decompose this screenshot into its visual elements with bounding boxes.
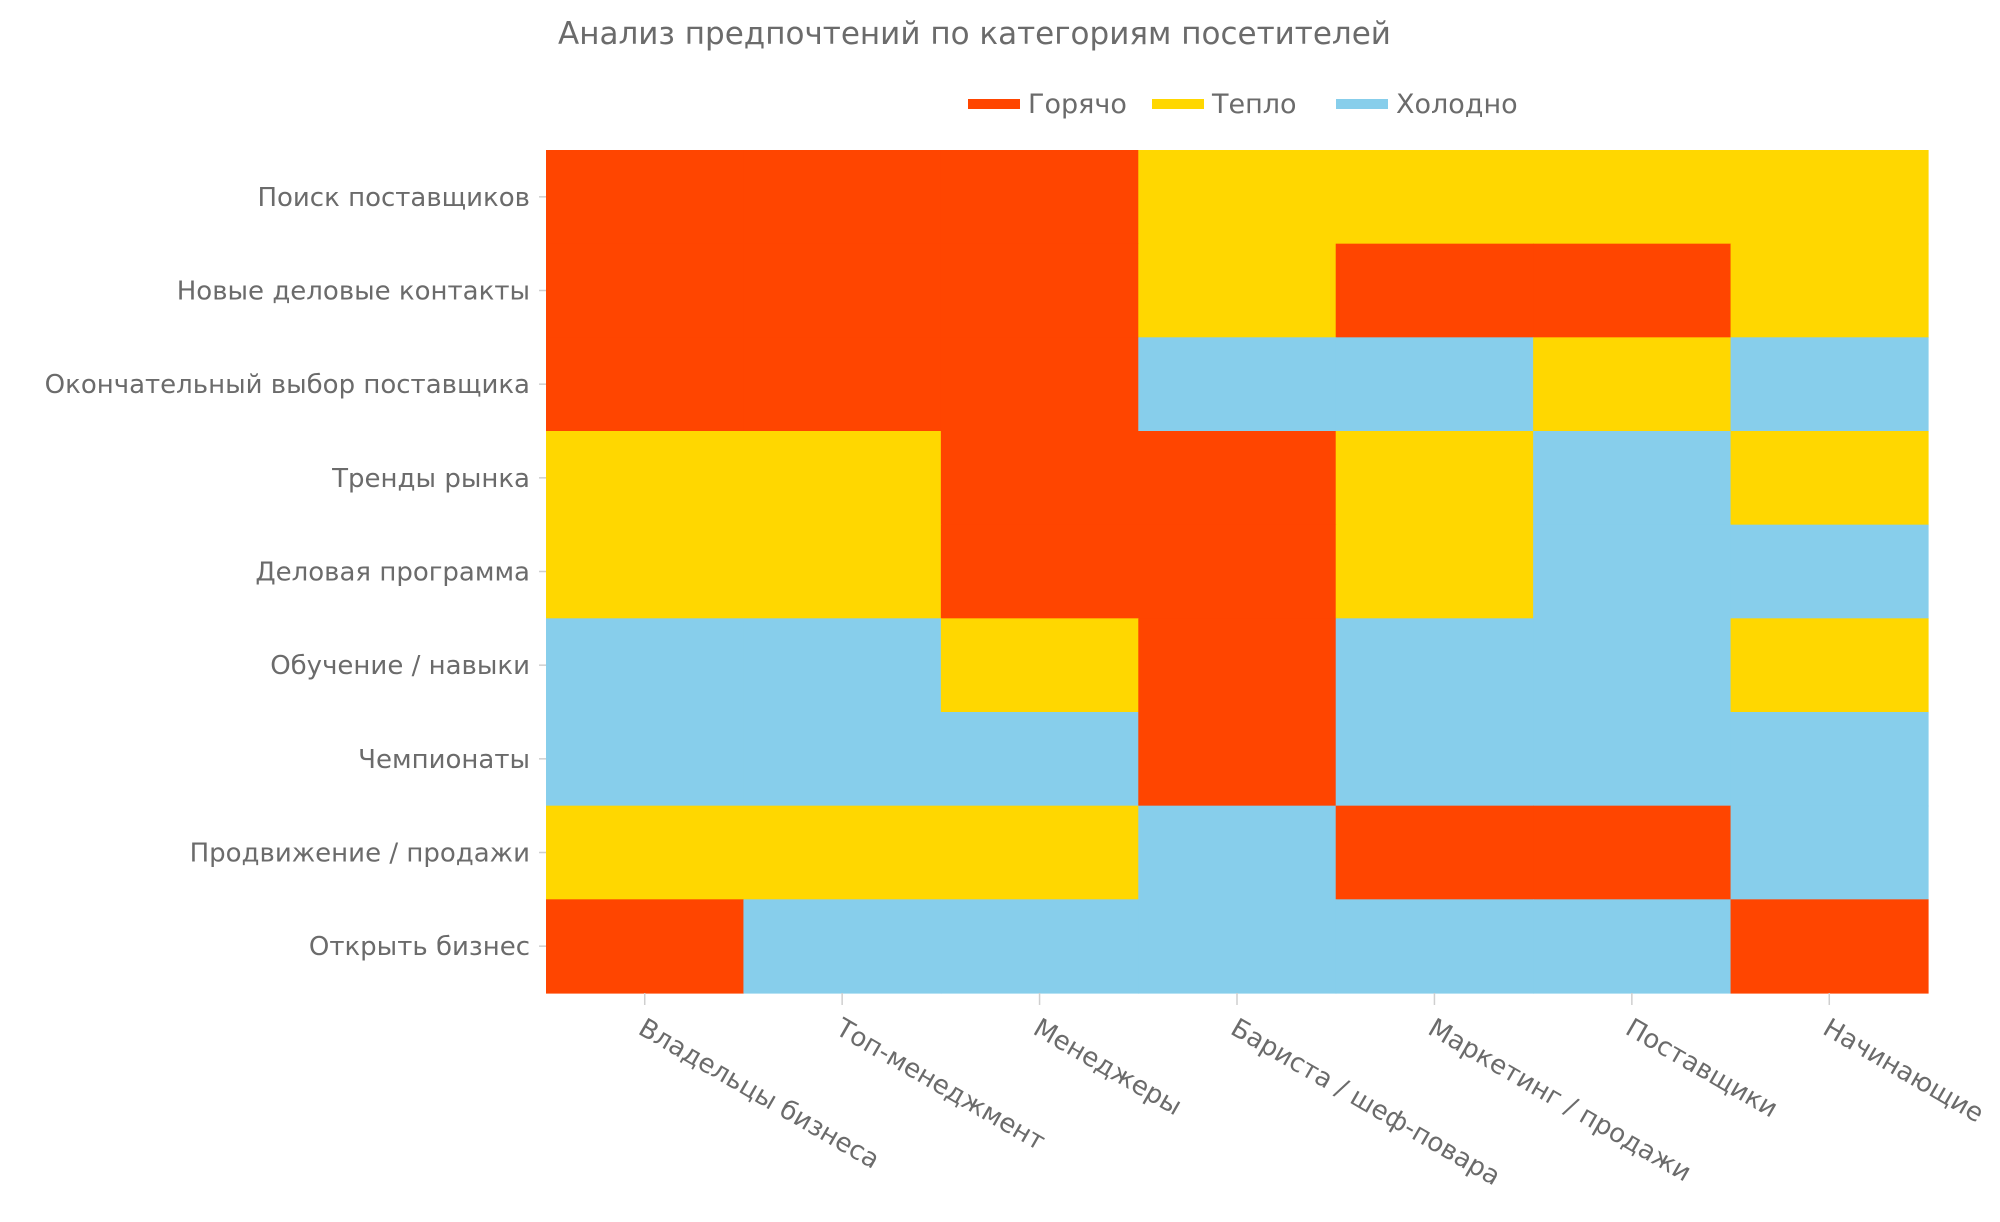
y-tick-label: Тренды рынка bbox=[331, 464, 530, 494]
x-tick-label: Начинающие bbox=[1818, 1013, 1989, 1129]
legend-swatch-warm bbox=[1152, 99, 1204, 109]
y-tick-label: Деловая программа bbox=[255, 558, 530, 588]
heatmap-cell-r8-c3 bbox=[1138, 899, 1337, 994]
heatmap-cell-r6-c3 bbox=[1138, 712, 1337, 807]
heatmap-cell-r2-c1 bbox=[743, 337, 942, 432]
heatmap-cell-r5-c4 bbox=[1335, 618, 1534, 713]
heatmap-cell-r7-c6 bbox=[1730, 805, 1929, 900]
heatmap-cell-r2-c3 bbox=[1138, 337, 1337, 432]
heatmap-cell-r4-c3 bbox=[1138, 524, 1337, 619]
heatmap-cell-r5-c6 bbox=[1730, 618, 1929, 713]
heatmap-cell-r1-c6 bbox=[1730, 243, 1929, 338]
heatmap-cell-r4-c5 bbox=[1533, 524, 1732, 619]
heatmap-cell-r3-c6 bbox=[1730, 431, 1929, 526]
heatmap-cell-r4-c6 bbox=[1730, 524, 1929, 619]
heatmap-cell-r6-c6 bbox=[1730, 712, 1929, 807]
legend-swatch-cold bbox=[1336, 99, 1388, 109]
legend-item-warm[interactable]: Тепло bbox=[1152, 89, 1297, 120]
heatmap-cell-r3-c1 bbox=[743, 431, 942, 526]
x-tick-label: Топ-менеджмент bbox=[830, 1013, 1050, 1157]
heatmap-cell-r0-c2 bbox=[940, 150, 1139, 245]
heatmap-cell-r6-c0 bbox=[546, 712, 745, 807]
heatmap-cell-r1-c2 bbox=[940, 243, 1139, 338]
heatmap-cell-r3-c4 bbox=[1335, 431, 1534, 526]
heatmap-cell-r8-c5 bbox=[1533, 899, 1732, 994]
heatmap-cells bbox=[546, 150, 1929, 994]
heatmap-cell-r6-c2 bbox=[940, 712, 1139, 807]
heatmap-cell-r2-c4 bbox=[1335, 337, 1534, 432]
heatmap-cell-r7-c3 bbox=[1138, 805, 1337, 900]
heatmap-cell-r2-c0 bbox=[546, 337, 745, 432]
heatmap-cell-r4-c0 bbox=[546, 524, 745, 619]
heatmap-cell-r7-c1 bbox=[743, 805, 942, 900]
heatmap-cell-r8-c4 bbox=[1335, 899, 1534, 994]
legend-item-hot[interactable]: Горячо bbox=[968, 89, 1127, 120]
heatmap-cell-r1-c4 bbox=[1335, 243, 1534, 338]
y-tick-label: Окончательный выбор поставщика bbox=[45, 370, 530, 400]
heatmap-cell-r0-c6 bbox=[1730, 150, 1929, 245]
heatmap-cell-r2-c5 bbox=[1533, 337, 1732, 432]
heatmap-cell-r1-c5 bbox=[1533, 243, 1732, 338]
x-tick-label: Менеджеры bbox=[1028, 1013, 1187, 1122]
heatmap-cell-r6-c1 bbox=[743, 712, 942, 807]
y-tick-label: Чемпионаты bbox=[358, 745, 530, 775]
x-tick-label: Поставщики bbox=[1620, 1013, 1782, 1124]
chart-title: Анализ предпочтений по категориям посети… bbox=[558, 16, 1391, 52]
y-tick-label: Продвижение / продажи bbox=[190, 839, 530, 869]
heatmap-cell-r8-c6 bbox=[1730, 899, 1929, 994]
legend: Горячо Тепло Холодно bbox=[968, 89, 1518, 120]
y-tick-label: Обучение / навыки bbox=[270, 651, 530, 681]
heatmap-cell-r5-c3 bbox=[1138, 618, 1337, 713]
heatmap-cell-r6-c5 bbox=[1533, 712, 1732, 807]
heatmap-cell-r4-c1 bbox=[743, 524, 942, 619]
heatmap-cell-r0-c0 bbox=[546, 150, 745, 245]
heatmap-cell-r0-c3 bbox=[1138, 150, 1337, 245]
heatmap-cell-r7-c2 bbox=[940, 805, 1139, 900]
legend-item-cold[interactable]: Холодно bbox=[1336, 89, 1518, 120]
heatmap-cell-r1-c3 bbox=[1138, 243, 1337, 338]
heatmap-cell-r0-c5 bbox=[1533, 150, 1732, 245]
heatmap-cell-r8-c1 bbox=[743, 899, 942, 994]
heatmap-cell-r6-c4 bbox=[1335, 712, 1534, 807]
heatmap-cell-r3-c3 bbox=[1138, 431, 1337, 526]
legend-label-hot: Горячо bbox=[1028, 89, 1127, 120]
heatmap-cell-r5-c0 bbox=[546, 618, 745, 713]
x-axis: Владельцы бизнесаТоп-менеджментМенеджеры… bbox=[633, 993, 1989, 1192]
heatmap-cell-r7-c5 bbox=[1533, 805, 1732, 900]
heatmap-cell-r7-c0 bbox=[546, 805, 745, 900]
y-axis: Поиск поставщиков Новые деловые контакты О… bbox=[45, 183, 546, 962]
heatmap-cell-r5-c5 bbox=[1533, 618, 1732, 713]
heatmap-cell-r8-c0 bbox=[546, 899, 745, 994]
heatmap-cell-r4-c2 bbox=[940, 524, 1139, 619]
heatmap-cell-r0-c4 bbox=[1335, 150, 1534, 245]
heatmap-cell-r1-c0 bbox=[546, 243, 745, 338]
heatmap-cell-r5-c1 bbox=[743, 618, 942, 713]
y-tick-label: Новые деловые контакты bbox=[177, 277, 530, 307]
heatmap-cell-r4-c4 bbox=[1335, 524, 1534, 619]
heatmap-cell-r0-c1 bbox=[743, 150, 942, 245]
heatmap-cell-r7-c4 bbox=[1335, 805, 1534, 900]
y-tick-label: Открыть бизнес bbox=[309, 932, 530, 962]
heatmap-cell-r1-c1 bbox=[743, 243, 942, 338]
heatmap-cell-r2-c2 bbox=[940, 337, 1139, 432]
heatmap-cell-r3-c2 bbox=[940, 431, 1139, 526]
legend-swatch-hot bbox=[968, 99, 1020, 109]
heatmap-cell-r5-c2 bbox=[940, 618, 1139, 713]
legend-label-cold: Холодно bbox=[1396, 89, 1518, 120]
heatmap-cell-r3-c5 bbox=[1533, 431, 1732, 526]
y-tick-label: Поиск поставщиков bbox=[257, 183, 530, 213]
legend-label-warm: Тепло bbox=[1211, 89, 1297, 120]
heatmap-cell-r3-c0 bbox=[546, 431, 745, 526]
heatmap-cell-r8-c2 bbox=[940, 899, 1139, 994]
heatmap-cell-r2-c6 bbox=[1730, 337, 1929, 432]
